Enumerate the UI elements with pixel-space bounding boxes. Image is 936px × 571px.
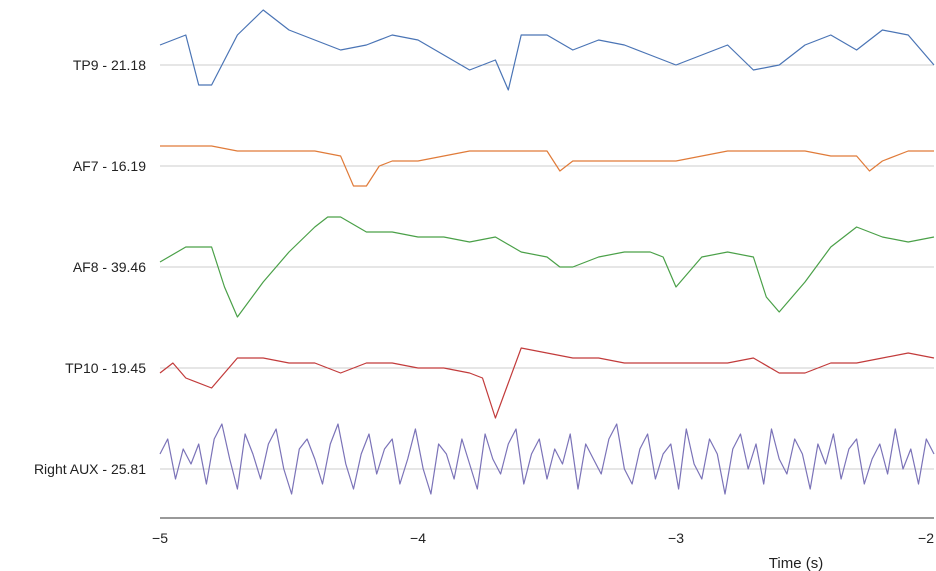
channel-label: TP9 - 21.18 [73,57,146,73]
series-line [160,145,934,187]
series-group [159,9,935,495]
channel-label: Right AUX - 25.81 [34,461,146,477]
grid [160,64,934,470]
series-line [159,423,935,495]
x-tick-label: −5 [152,530,168,546]
x-axis-title: Time (s) [769,555,823,571]
x-tick-labels: −5 −4 −3 −2 [152,530,934,546]
x-tick-label: −2 [918,530,934,546]
x-tick-label: −4 [410,530,426,546]
channel-labels: TP9 - 21.18 AF7 - 16.19 AF8 - 39.46 TP10 - … [34,57,146,477]
series-line [159,347,935,419]
channel-label: TP10 - 19.45 [65,360,146,376]
channel-label: AF7 - 16.19 [73,158,146,174]
series-line [159,216,935,318]
series-line [159,9,935,91]
channel-label: AF8 - 39.46 [73,259,146,275]
x-tick-label: −3 [668,530,684,546]
